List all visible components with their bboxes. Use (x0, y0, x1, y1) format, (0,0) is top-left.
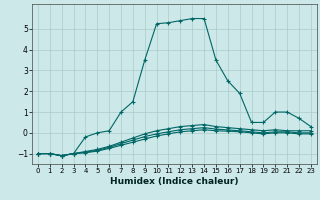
X-axis label: Humidex (Indice chaleur): Humidex (Indice chaleur) (110, 177, 239, 186)
